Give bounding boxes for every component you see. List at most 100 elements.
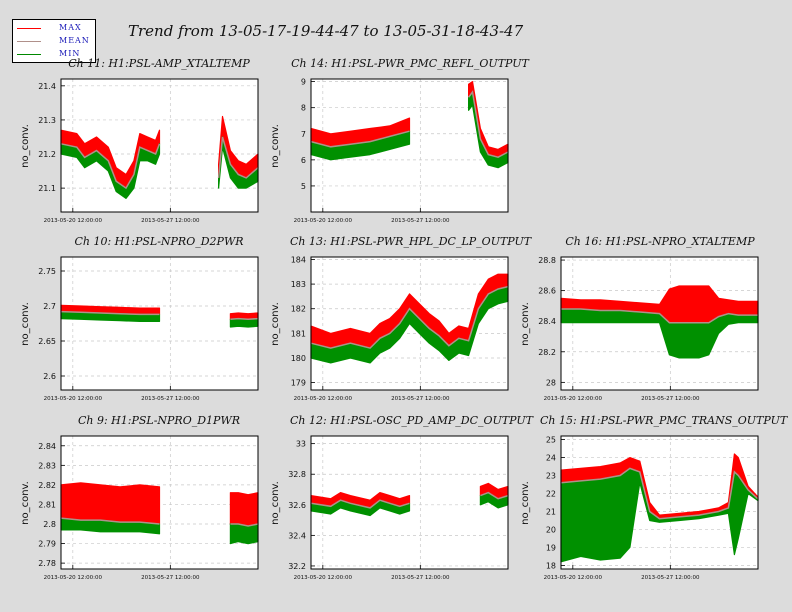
chart-panel: 2.78 2.79 2.8 2.81 2.82 2.83 2.84 2013-05-20 12… [38, 435, 259, 581]
legend-swatch-max [17, 28, 41, 29]
plot-frame [60, 256, 259, 391]
chart-panel: 5 6 7 8 9 2013-05-20 12:00:00 2013-05-27 12:00… [294, 78, 509, 224]
y-tick-label: 32.6 [288, 501, 306, 510]
series-mean-line [230, 317, 259, 321]
y-axis-label: no_conv. [520, 301, 531, 346]
y-tick-label: 19 [546, 543, 556, 552]
y-tick-label: 2.6 [43, 372, 56, 381]
legend-item-min: MIN [17, 48, 95, 60]
y-tick-label: 179 [291, 379, 306, 388]
x-tick-label: 2013-05-27 12:00:00 [391, 396, 450, 402]
series-mean-line [217, 136, 259, 179]
plot-frame [560, 256, 759, 391]
y-tick-label: 2.78 [38, 559, 56, 568]
legend: MAX MEAN MIN [12, 19, 96, 63]
y-tick-label: 2.79 [38, 540, 56, 549]
series-mean-line [310, 499, 410, 509]
y-tick-label: 28.8 [538, 256, 556, 265]
plot-frame [310, 78, 509, 213]
y-tick-label: 2.83 [38, 461, 56, 470]
y-tick-label: 8 [301, 104, 306, 113]
y-tick-label: 28.4 [538, 317, 556, 326]
series-min-band [229, 523, 259, 545]
y-tick-label: 9 [301, 78, 306, 87]
plot-frame [310, 256, 509, 391]
legend-label-max: MAX [59, 23, 82, 32]
series-mean-line [60, 143, 161, 190]
series-max-band [229, 492, 259, 527]
y-axis-label: no_conv. [20, 123, 31, 168]
y-tick-label: 7 [301, 130, 306, 139]
y-tick-label: 32.8 [288, 470, 306, 479]
y-tick-label: 183 [291, 280, 306, 289]
series-min-band [229, 318, 259, 328]
panel-title: Ch 9: H1:PSL-NPRO_D1PWR [77, 414, 241, 427]
y-tick-label: 181 [291, 329, 306, 338]
y-tick-label: 21 [546, 507, 556, 516]
plot-frame [310, 435, 509, 570]
plot-frame [60, 78, 259, 213]
y-tick-label: 23 [546, 472, 556, 481]
legend-item-mean: MEAN [17, 35, 95, 47]
plot-frame [560, 435, 759, 570]
y-tick-label: 22 [546, 490, 556, 499]
series-mean-line [60, 310, 160, 316]
y-tick-label: 2.8 [43, 520, 56, 529]
series-mean-line [560, 467, 759, 520]
series-mean-line [230, 523, 259, 527]
y-axis-label: no_conv. [20, 301, 31, 346]
y-axis-label: no_conv. [20, 480, 31, 525]
series-mean-line [467, 90, 509, 158]
plot-frame [60, 435, 259, 570]
y-tick-label: 28.2 [538, 348, 556, 357]
panel-title: Ch 16: H1:PSL-NPRO_XTALTEMP [565, 235, 755, 248]
series-mean-line [310, 285, 509, 349]
x-tick-label: 2013-05-27 12:00:00 [641, 396, 700, 402]
chart-panel: 2.6 2.65 2.7 2.75 2013-05-20 12:00:00 2013-05… [38, 256, 259, 402]
series-max-band [60, 482, 161, 525]
y-axis-label: no_conv. [270, 301, 281, 346]
y-tick-label: 32.4 [288, 531, 306, 540]
y-tick-label: 2.82 [38, 481, 56, 490]
chart-panel: 179 180 181 182 183 184 2013-05-20 12:00:00 201… [291, 255, 509, 402]
x-tick-label: 2013-05-27 12:00:00 [141, 396, 200, 402]
x-tick-label: 2013-05-20 12:00:00 [294, 218, 353, 224]
y-tick-label: 182 [291, 305, 306, 314]
panel-title: Ch 15: H1:PSL-PWR_PMC_TRANS_OUTPUT [540, 414, 788, 427]
y-tick-label: 2.65 [38, 337, 56, 346]
y-tick-label: 28.6 [538, 287, 556, 296]
series-mean-line [480, 491, 509, 500]
series-mean-line [60, 517, 160, 525]
x-tick-label: 2013-05-20 12:00:00 [294, 575, 353, 581]
legend-item-max: MAX [17, 22, 95, 34]
y-tick-label: 5 [301, 182, 306, 191]
y-axis-label: no_conv. [520, 480, 531, 525]
x-tick-label: 2013-05-20 12:00:00 [44, 396, 103, 402]
y-tick-label: 18 [546, 561, 556, 570]
panel-title: Ch 13: H1:PSL-PWR_HPL_DC_LP_OUTPUT [290, 235, 532, 248]
chart-panel: 32.2 32.4 32.6 32.8 33 2013-05-20 12:00:00 201… [288, 435, 509, 581]
y-tick-label: 28 [546, 378, 556, 387]
x-tick-label: 2013-05-20 12:00:00 [544, 396, 603, 402]
chart-panel: 21.1 21.2 21.3 21.4 2013-05-20 12:00:00 2013-… [38, 78, 259, 224]
x-tick-label: 2013-05-27 12:00:00 [391, 218, 450, 224]
x-tick-label: 2013-05-27 12:00:00 [141, 575, 200, 581]
x-tick-label: 2013-05-20 12:00:00 [44, 218, 103, 224]
x-tick-label: 2013-05-27 12:00:00 [641, 575, 700, 581]
panel-title: Ch 11: H1:PSL-AMP_XTALTEMP [68, 57, 250, 70]
legend-label-min: MIN [59, 49, 81, 58]
chart-panel: 28 28.2 28.4 28.6 28.8 2013-05-20 12:00:00 201… [538, 256, 759, 402]
figure-title: Trend from 13-05-17-19-44-47 to 13-05-31… [128, 22, 524, 40]
y-tick-label: 21.4 [38, 82, 56, 91]
series-mean-line [561, 308, 758, 324]
x-tick-label: 2013-05-20 12:00:00 [294, 396, 353, 402]
y-tick-label: 21.1 [38, 184, 56, 193]
y-tick-label: 24 [546, 454, 556, 463]
y-tick-label: 2.75 [38, 267, 56, 276]
x-tick-label: 2013-05-27 12:00:00 [141, 218, 200, 224]
chart-panel: 18 19 20 21 22 23 24 25 2013-05-20 12:00:00 2013-… [544, 435, 759, 581]
x-tick-label: 2013-05-20 12:00:00 [44, 575, 103, 581]
y-tick-label: 33 [296, 440, 306, 449]
y-tick-label: 180 [291, 354, 306, 363]
